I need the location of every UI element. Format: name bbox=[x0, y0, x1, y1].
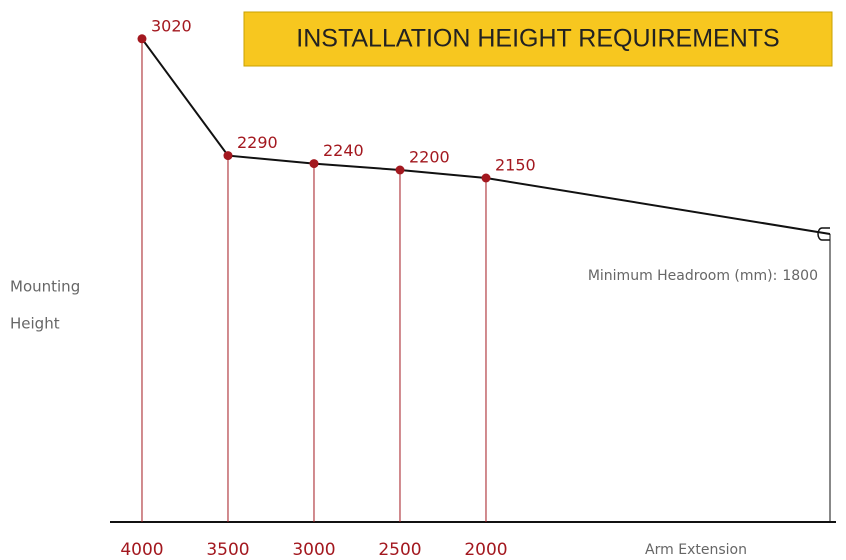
x-axis-label: Arm Extension bbox=[645, 542, 747, 558]
point bbox=[395, 165, 405, 175]
y-axis-label: Height bbox=[10, 315, 60, 333]
point bbox=[309, 159, 319, 169]
headroom-value: 1800 bbox=[782, 268, 818, 284]
data-label: 2290 bbox=[237, 133, 278, 152]
point bbox=[137, 34, 147, 44]
data-label: 2200 bbox=[409, 148, 450, 167]
headroom-label: Minimum Headroom (mm): bbox=[588, 268, 778, 284]
x-tick-label: 2000 bbox=[464, 540, 507, 560]
data-label: 2240 bbox=[323, 141, 364, 160]
headroom-segment bbox=[485, 177, 831, 235]
x-tick-label: 3500 bbox=[206, 540, 249, 560]
x-tick-label: 3000 bbox=[292, 540, 335, 560]
point bbox=[223, 151, 233, 161]
title-box bbox=[243, 11, 833, 67]
x-tick-label: 4000 bbox=[120, 540, 163, 560]
y-axis-label: Mounting bbox=[10, 278, 80, 296]
x-tick-label: 2500 bbox=[378, 540, 421, 560]
data-label: 2150 bbox=[495, 156, 536, 175]
chart-title: INSTALLATION HEIGHT REQUIREMENTS bbox=[296, 25, 779, 53]
point bbox=[481, 173, 491, 183]
headroom-annotation: Minimum Headroom (mm): 1800 bbox=[588, 268, 818, 284]
awning-end bbox=[817, 227, 830, 241]
data-label: 3020 bbox=[151, 16, 192, 35]
